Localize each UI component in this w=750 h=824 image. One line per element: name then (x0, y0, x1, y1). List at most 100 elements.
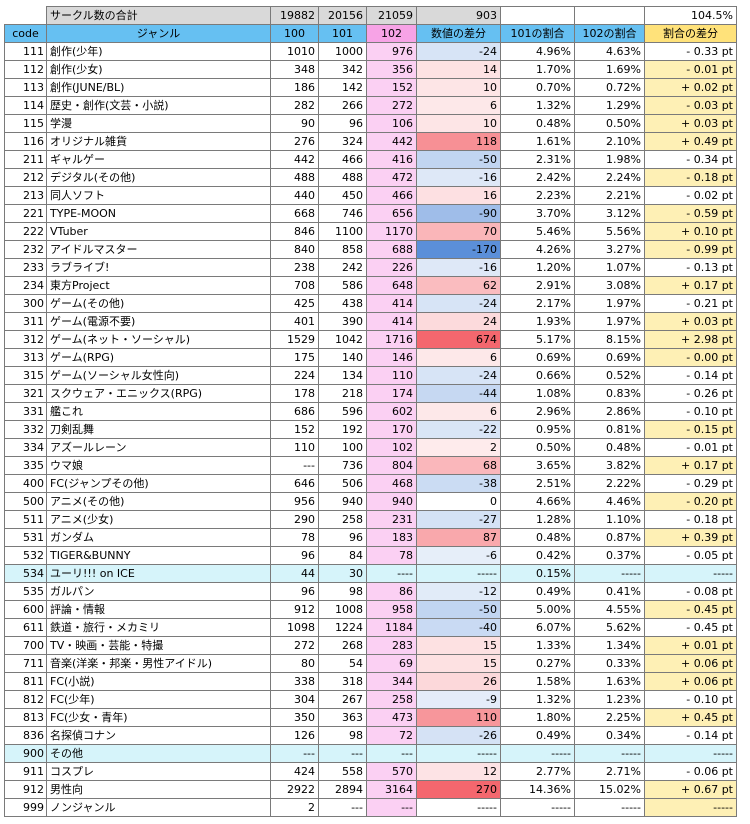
genre-cell: 東方Project (46, 276, 271, 295)
count-101-cell: 858 (318, 240, 367, 259)
code-cell: 711 (4, 654, 47, 673)
count-100-cell: 290 (270, 510, 319, 529)
genre-cell: 学漫 (46, 114, 271, 133)
count-101-cell: --- (318, 798, 367, 817)
code-cell: 331 (4, 402, 47, 421)
ratio-101-cell: 1.93% (500, 312, 575, 331)
genre-cell: ゲーム(RPG) (46, 348, 271, 367)
diff-cell: 15 (416, 636, 501, 655)
table-row: 112 創作(少女) 348 342 356 14 1.70% 1.69% - 0.01 pt (4, 60, 737, 79)
count-101-cell: 586 (318, 276, 367, 295)
code-cell: 535 (4, 582, 47, 601)
diff-cell: -24 (416, 366, 501, 385)
count-100-cell: 126 (270, 726, 319, 745)
ratio-101-cell: ----- (500, 744, 575, 763)
ratio-102-cell: 0.33% (574, 654, 645, 673)
ratio-102-cell: ----- (574, 798, 645, 817)
count-102-cell: ---- (366, 564, 417, 583)
count-100-cell: 840 (270, 240, 319, 259)
code-cell: 900 (4, 744, 47, 763)
code-cell: 213 (4, 186, 47, 205)
count-102-cell: 3164 (366, 780, 417, 799)
count-100-cell: 175 (270, 348, 319, 367)
count-101-cell: 438 (318, 294, 367, 313)
ratio-102-cell: 2.71% (574, 762, 645, 781)
table-row: 911 コスプレ 424 558 570 12 2.77% 2.71% - 0.06 pt (4, 762, 737, 781)
ratio-diff-cell: - 0.01 pt (644, 60, 737, 79)
ratio-102-cell: 1.69% (574, 60, 645, 79)
ratio-diff-cell: + 0.06 pt (644, 672, 737, 691)
diff-cell: 16 (416, 186, 501, 205)
ratio-102-cell: 5.62% (574, 618, 645, 637)
diff-cell: 110 (416, 708, 501, 727)
ratio-101-cell: 1.70% (500, 60, 575, 79)
ratio-diff-cell: - 0.05 pt (644, 546, 737, 565)
count-100-cell: 44 (270, 564, 319, 583)
count-102-cell: --- (366, 744, 417, 763)
ratio-101-cell: 0.15% (500, 564, 575, 583)
diff-cell: 87 (416, 528, 501, 547)
count-102-cell: 466 (366, 186, 417, 205)
ratio-102-cell: 1.10% (574, 510, 645, 529)
ratio-101-cell: 2.23% (500, 186, 575, 205)
ratio-diff-cell: + 0.45 pt (644, 708, 737, 727)
code-cell: 534 (4, 564, 47, 583)
code-cell: 211 (4, 150, 47, 169)
count-100-cell: 224 (270, 366, 319, 385)
ratio-102-cell: 1.63% (574, 672, 645, 691)
genre-cell: FC(少年) (46, 690, 271, 709)
code-cell: 999 (4, 798, 47, 817)
ratio-diff-cell: - 0.00 pt (644, 348, 737, 367)
ratio-101-cell: 4.66% (500, 492, 575, 511)
summary-blank-cell (4, 6, 47, 25)
table-row: 534 ユーリ!!! on ICE 44 30 ---- ----- 0.15% ----- -… (4, 564, 737, 583)
genre-cell: その他 (46, 744, 271, 763)
ratio-102-cell: 8.15% (574, 330, 645, 349)
ratio-diff-cell: ----- (644, 564, 737, 583)
count-101-cell: 390 (318, 312, 367, 331)
count-102-cell: 1716 (366, 330, 417, 349)
ratio-101-cell: 5.46% (500, 222, 575, 241)
header-ratio-diff: 割合の差分 (644, 24, 737, 43)
diff-cell: 10 (416, 114, 501, 133)
ratio-101-cell: 5.00% (500, 600, 575, 619)
count-100-cell: 646 (270, 474, 319, 493)
ratio-101-cell: 1.58% (500, 672, 575, 691)
count-100-cell: 846 (270, 222, 319, 241)
ratio-101-cell: 1.08% (500, 384, 575, 403)
count-100-cell: 304 (270, 690, 319, 709)
genre-cell: ゲーム(ソーシャル女性向) (46, 366, 271, 385)
genre-cell: TYPE-MOON (46, 204, 271, 223)
table-row: 213 同人ソフト 440 450 466 16 2.23% 2.21% - 0.02 pt (4, 186, 737, 205)
count-100-cell: 272 (270, 636, 319, 655)
code-cell: 911 (4, 762, 47, 781)
count-102-cell: 1170 (366, 222, 417, 241)
genre-cell: 刀剣乱舞 (46, 420, 271, 439)
diff-cell: 15 (416, 654, 501, 673)
diff-cell: -24 (416, 294, 501, 313)
count-102-cell: 804 (366, 456, 417, 475)
ratio-102-cell: 4.55% (574, 600, 645, 619)
ratio-101-cell: 4.96% (500, 42, 575, 61)
table-row: 813 FC(少女・青年) 350 363 473 110 1.80% 2.25% + 0.45… (4, 708, 737, 727)
ratio-101-cell: 2.77% (500, 762, 575, 781)
genre-cell: TV・映画・芸能・特撮 (46, 636, 271, 655)
code-cell: 611 (4, 618, 47, 637)
diff-cell: ----- (416, 744, 501, 763)
count-100-cell: --- (270, 744, 319, 763)
table-row: 331 艦これ 686 596 602 6 2.96% 2.86% - 0.10 pt (4, 402, 737, 421)
count-101-cell: 96 (318, 528, 367, 547)
count-102-cell: 688 (366, 240, 417, 259)
ratio-diff-cell: + 0.39 pt (644, 528, 737, 547)
ratio-diff-cell: - 0.34 pt (644, 150, 737, 169)
ratio-diff-cell: + 0.03 pt (644, 312, 737, 331)
count-100-cell: 708 (270, 276, 319, 295)
count-102-cell: 414 (366, 312, 417, 331)
table-row: 611 鉄道・旅行・メカミリ 1098 1224 1184 -40 6.07% 5.62% - … (4, 618, 737, 637)
count-102-cell: 174 (366, 384, 417, 403)
count-101-cell: 342 (318, 60, 367, 79)
ratio-102-cell: 5.56% (574, 222, 645, 241)
genre-cell: 音楽(洋楽・邦楽・男性アイドル) (46, 654, 271, 673)
count-101-cell: 1100 (318, 222, 367, 241)
count-102-cell: 473 (366, 708, 417, 727)
